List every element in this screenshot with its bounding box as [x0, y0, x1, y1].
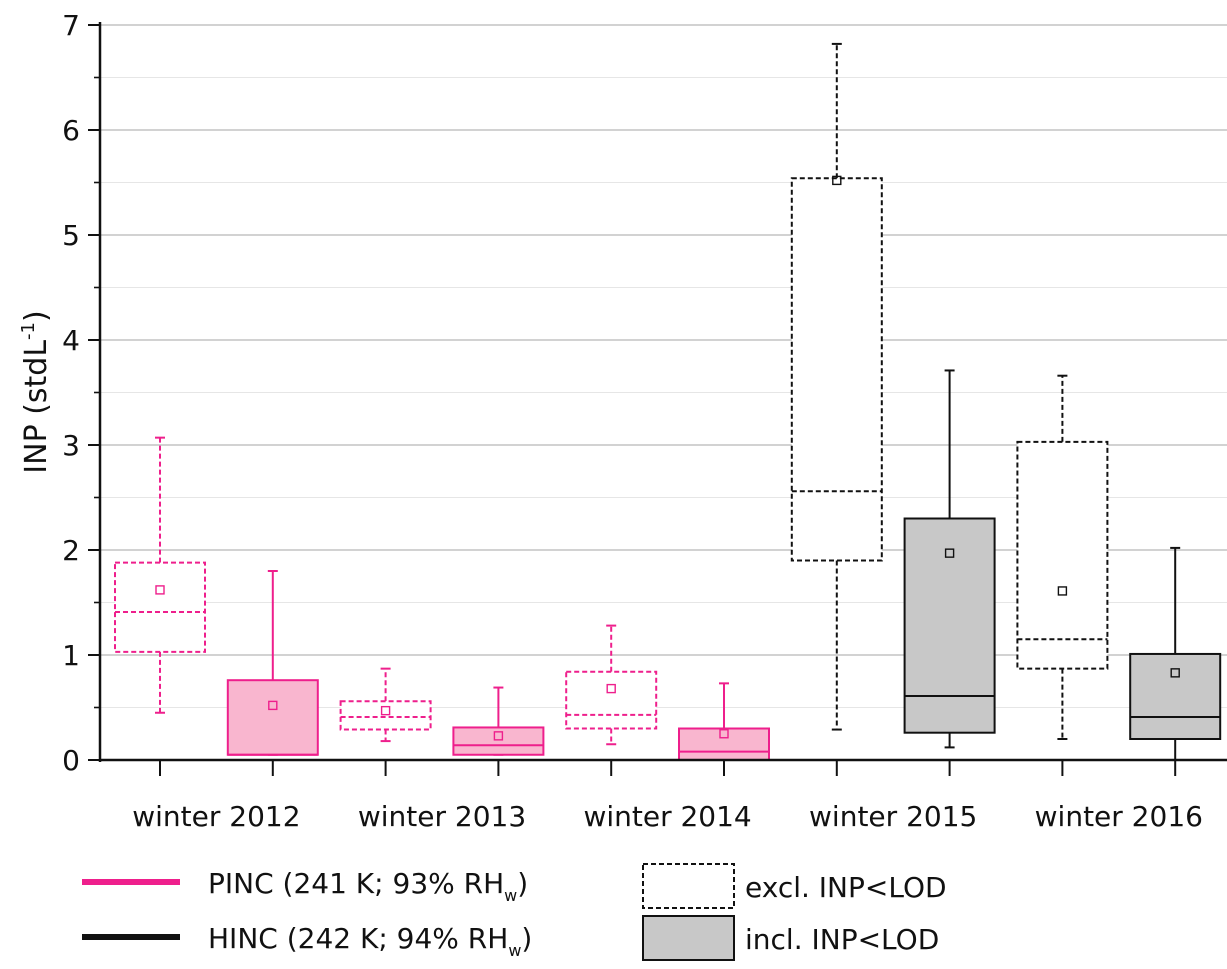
y-axis-label-main: INP (stdL [19, 340, 54, 474]
x-tick-label: winter 2012 [132, 800, 300, 833]
box-iqr [678, 727, 770, 761]
mean-marker [606, 683, 616, 694]
hinc-excl-box [1016, 374, 1109, 740]
y-axis-label-sup: -1 [18, 322, 39, 340]
legend-hinc-close: ) [521, 922, 532, 955]
y-tick-label: 6 [62, 114, 80, 147]
y-tick-label: 2 [62, 534, 80, 567]
box-iqr [903, 517, 996, 734]
hinc-incl-box [903, 369, 996, 749]
box-iqr [452, 726, 545, 756]
y-tick-label: 5 [62, 219, 80, 252]
y-axis-label-close: ) [19, 310, 54, 322]
legend-incl-label: incl. INP<LOD [745, 923, 939, 956]
mean-marker [155, 585, 165, 595]
mean-marker [493, 731, 504, 741]
pinc-excl-box [565, 624, 658, 746]
x-tick-label: winter 2014 [583, 800, 751, 833]
pinc-excl-box [339, 667, 432, 743]
y-axis-label: INP (stdL-1) [18, 310, 54, 473]
box-plots [114, 42, 1222, 761]
legend-pinc-main: PINC (241 K; 93% RH [208, 867, 504, 900]
legend-excl-swatch [642, 863, 735, 909]
mean-marker [380, 705, 391, 716]
x-tick-label: winter 2013 [358, 800, 526, 833]
box-iqr [1016, 440, 1109, 670]
gridlines [100, 24, 1227, 708]
hinc-incl-box [1129, 546, 1222, 761]
legend-excl-label: excl. INP<LOD [745, 871, 947, 904]
x-ticks: winter 2012 winter 2013 winter 2014 winter … [132, 760, 1203, 833]
box-iqr [114, 561, 206, 653]
pinc-incl-box [226, 570, 319, 756]
mean-marker [944, 548, 955, 558]
mean-marker [1057, 586, 1068, 596]
legend-pinc-label: PINC (241 K; 93% RHw) [208, 867, 528, 905]
legend-pinc-sub: w [504, 886, 517, 905]
legend-hinc-label: HINC (242 K; 94% RHw) [208, 922, 532, 960]
y-ticks: 0 1 2 3 4 5 6 7 [62, 9, 100, 777]
box-iqr [339, 700, 432, 731]
box-iqr [226, 679, 319, 756]
box-iqr [1129, 652, 1222, 741]
x-tick-label: winter 2015 [809, 800, 977, 833]
legend-incl-swatch [642, 915, 735, 961]
box-iqr [565, 670, 658, 730]
legend-pinc-close: ) [517, 867, 528, 900]
y-tick-label: 0 [62, 744, 80, 777]
pinc-excl-box [114, 436, 206, 714]
y-tick-label: 7 [62, 9, 80, 42]
y-tick-label: 1 [62, 639, 80, 672]
legend-hinc-sub: w [508, 941, 521, 960]
legend: PINC (241 K; 93% RHw) HINC (242 K; 94% R… [82, 863, 947, 961]
pinc-incl-box [678, 682, 770, 761]
hinc-excl-box [790, 42, 883, 731]
y-tick-label: 4 [62, 324, 80, 357]
x-tick-label: winter 2016 [1035, 800, 1203, 833]
box-iqr [790, 177, 883, 562]
mean-marker [1170, 668, 1180, 678]
mean-marker [268, 700, 278, 711]
mean-marker [832, 175, 842, 186]
y-tick-label: 3 [62, 429, 80, 462]
pinc-incl-box [452, 686, 545, 756]
legend-hinc-main: HINC (242 K; 94% RH [208, 922, 508, 955]
mean-marker [719, 729, 729, 739]
